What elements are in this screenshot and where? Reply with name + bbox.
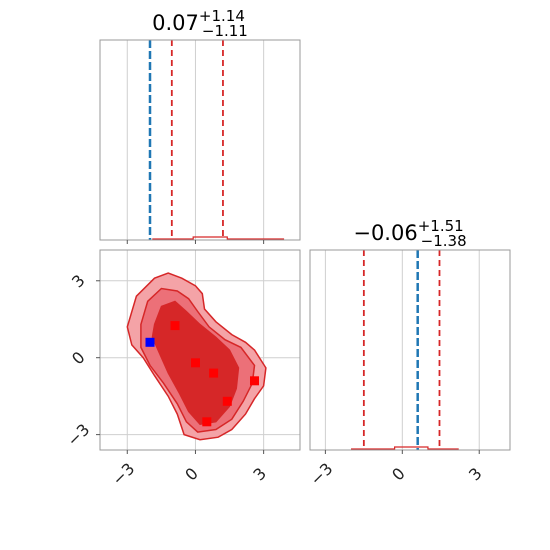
- bottom-left-point-0: [170, 321, 180, 331]
- bottom-right-xtick-label-1: 0: [388, 464, 409, 485]
- bottom-left-panel-frame: [99, 249, 301, 451]
- bottom-right-xtick-label-0: −3: [306, 459, 336, 489]
- bottom-right-histogram-panel: −3 0 3 −0.06+1.51 −1.38: [306, 217, 511, 489]
- bottom-right-title-minus: −1.38: [421, 232, 467, 250]
- bottom-right-title-value: −0.06: [353, 221, 417, 245]
- bottom-right-gridlines: [324, 250, 480, 450]
- bottom-right-x-tick-labels: −3 0 3: [306, 459, 485, 489]
- bottom-left-xtick-label-2: 3: [249, 464, 270, 485]
- bottom-left-points: [145, 321, 259, 427]
- bottom-left-point-3: [250, 376, 259, 386]
- bottom-left-point-2: [209, 368, 219, 378]
- bottom-left-ytick-label-0: −3: [63, 420, 93, 450]
- top-left-tick-marks: [126, 240, 265, 244]
- bottom-right-panel-background: [310, 250, 510, 450]
- bottom-left-point-6: [145, 337, 155, 347]
- top-left-gridlines: [126, 40, 265, 240]
- top-left-panel-frame: [99, 39, 301, 241]
- top-left-title-plus: +1.14: [199, 7, 245, 25]
- bottom-left-ytick-label-1: 0: [68, 348, 89, 369]
- top-left-title-minus: −1.11: [202, 22, 248, 40]
- top-left-panel-background: [100, 40, 300, 240]
- bottom-right-title-plus: +1.51: [418, 217, 464, 235]
- bottom-right-tick-marks: [324, 450, 480, 454]
- bottom-right-histogram-trace: [351, 446, 459, 450]
- bottom-left-y-tick-labels: −3 0 3: [63, 271, 93, 450]
- bottom-left-xtick-label-0: −3: [108, 459, 138, 489]
- bottom-left-point-1: [191, 358, 200, 368]
- top-left-title: 0.07+1.14 −1.11: [152, 7, 248, 40]
- bottom-left-point-4: [222, 396, 232, 406]
- bottom-left-xtick-label-1: 0: [181, 464, 202, 485]
- top-left-marks: [148, 40, 285, 240]
- top-left-histogram-trace: [152, 236, 285, 240]
- bottom-right-title: −0.06+1.51 −1.38: [353, 217, 466, 250]
- bottom-left-ytick-label-2: 3: [68, 271, 89, 292]
- bottom-left-x-tick-labels: −3 0 3: [108, 459, 270, 489]
- bottom-left-point-5: [202, 417, 212, 427]
- top-left-histogram-panel: 0.07+1.14 −1.11: [99, 7, 301, 244]
- bottom-right-xtick-label-2: 3: [465, 464, 486, 485]
- bottom-right-marks: [351, 250, 459, 450]
- bottom-left-scatter-panel: −3 0 3 −3 0 3: [63, 249, 301, 489]
- bottom-left-tick-marks: [96, 280, 265, 454]
- top-left-title-value: 0.07: [152, 11, 199, 35]
- bottom-right-panel-frame: [309, 249, 511, 451]
